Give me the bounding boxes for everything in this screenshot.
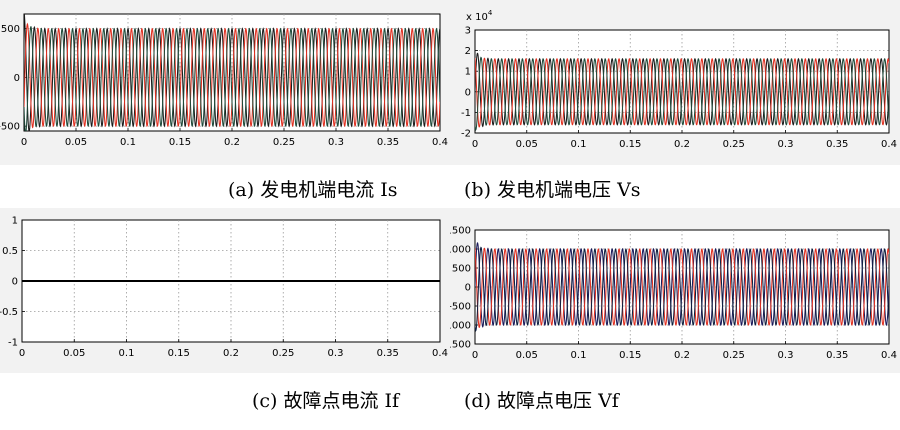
y-tick-label: 0 (12, 277, 18, 288)
y-tick-label: 0 (465, 283, 471, 294)
x-tick-label: 0.15 (619, 350, 641, 361)
series-line (475, 247, 889, 328)
x-tick-label: 0.2 (224, 137, 240, 148)
x-tick-label: 0.15 (619, 139, 641, 150)
x-tick-label: 0.2 (223, 348, 239, 359)
x-tick-label: 0.35 (377, 348, 399, 359)
x-tick-label: 0.4 (881, 350, 897, 361)
chart-c: 0 0.05 0.1 0.15 0.2 0.25 0.3 0.35 0.4 1 0.5 0 -0.5 -1 (0, 208, 450, 373)
x-tick-label: 0.1 (571, 139, 587, 150)
x-tick-label: 0.25 (272, 348, 294, 359)
y-tick-label: 1 (465, 67, 471, 78)
y-tick-label: 0 (14, 73, 20, 84)
y-tick-label: 500 (452, 264, 471, 275)
x-tick-label: 0.3 (328, 137, 344, 148)
x-tick-label: 0.35 (377, 137, 399, 148)
y-exponent-label: x 104 (466, 9, 493, 23)
x-tick-label: 0.05 (63, 348, 85, 359)
x-tick-label: 0.25 (723, 350, 745, 361)
x-tick-label: 0.1 (120, 137, 136, 148)
y-tick-label: 2 (465, 46, 471, 57)
x-tick-label: 0.15 (169, 137, 191, 148)
x-tick-label: 0.4 (432, 137, 448, 148)
y-tick-label: -500 (0, 122, 20, 133)
y-tick-label: 0.5 (2, 246, 18, 257)
caption-b: (b) 发电机端电压 Vs (464, 179, 641, 201)
y-tick-label: 1 (12, 216, 18, 227)
y-tick-label: 3 (465, 26, 471, 37)
x-tick-label: 0.35 (826, 139, 848, 150)
x-tick-label: 0.3 (778, 139, 794, 150)
x-tick-label: 0.05 (516, 139, 538, 150)
series-line (475, 246, 889, 332)
x-tick-label: 0.05 (516, 350, 538, 361)
x-tick-label: 0 (21, 137, 27, 148)
y-tick-label: 1500 (450, 226, 471, 237)
x-tick-label: 0.25 (273, 137, 295, 148)
x-tick-label: 0.15 (168, 348, 190, 359)
x-tick-label: 0.35 (826, 350, 848, 361)
chart-b: 0 0.05 0.1 0.15 0.2 0.25 0.3 0.35 0.4 3 2 1 0 -1 -2 x 1… (450, 0, 900, 165)
x-tick-label: 0.1 (571, 350, 587, 361)
x-tick-label: 0 (472, 139, 478, 150)
x-tick-label: 0.1 (119, 348, 135, 359)
y-tick-label: 0 (465, 87, 471, 98)
y-tick-label: 500 (1, 24, 20, 35)
caption-a: (a) 发电机端电流 Is (228, 179, 398, 201)
y-tick-label: -500 (450, 302, 471, 313)
x-tick-label: 0 (19, 348, 25, 359)
x-tick-label: 0.3 (328, 348, 344, 359)
series-line (475, 242, 889, 328)
series-line (475, 56, 889, 131)
x-tick-label: 0.2 (674, 139, 690, 150)
series-line (475, 57, 889, 128)
x-tick-label: 0.4 (432, 348, 448, 359)
series-line (475, 52, 889, 128)
y-tick-label: -0.5 (0, 307, 18, 318)
chart-d: 0 0.05 0.1 0.15 0.2 0.25 0.3 0.35 0.4 1500 1000 500… (450, 208, 900, 373)
y-tick-label: -1500 (450, 340, 471, 351)
x-tick-label: 0.05 (65, 137, 87, 148)
x-tick-label: 0.3 (778, 350, 794, 361)
y-tick-label: -2 (461, 129, 471, 140)
y-tick-label: -1 (461, 108, 471, 119)
x-tick-label: 0.2 (674, 350, 690, 361)
y-tick-label: -1 (8, 338, 18, 349)
x-tick-label: 0.25 (723, 139, 745, 150)
x-tick-label: 0 (472, 350, 478, 361)
y-exponent-power: 4 (488, 9, 493, 17)
x-tick-label: 0.4 (881, 139, 897, 150)
caption-c: (c) 故障点电流 If (252, 390, 400, 412)
y-tick-label: 1000 (450, 245, 471, 256)
series-line (24, 26, 440, 131)
caption-d: (d) 故障点电压 Vf (464, 390, 619, 412)
y-tick-label: -1000 (450, 321, 471, 332)
